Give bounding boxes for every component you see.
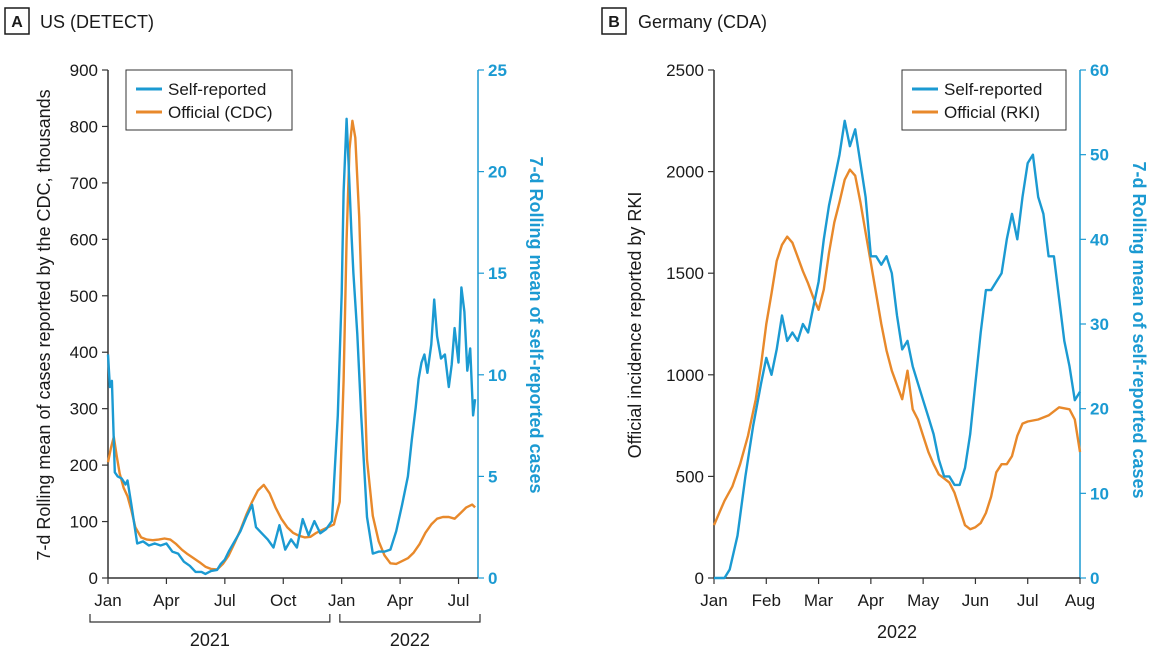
panel-a-letter: A: [11, 14, 23, 31]
panel-a-legend: Self-reported Official (CDC): [125, 69, 293, 131]
panel-a-y-tick-label: 800: [70, 117, 98, 136]
panel-b-y2-tick-label: 0: [1090, 569, 1099, 588]
panel-a-self-reported-line: [106, 117, 477, 576]
panel-b-x-tick-label: Jan: [700, 591, 727, 610]
panel-a-y2-tick-label: 25: [488, 61, 507, 80]
panel-b-y-tick-label: 500: [676, 467, 704, 486]
panel-a-y-tick-label: 900: [70, 61, 98, 80]
panel-a-year-label: 2022: [390, 630, 430, 650]
panel-a-x-tick-label: Apr: [153, 591, 180, 610]
panel-a-year-bracket: [339, 614, 481, 623]
panel-b-legend-label-self-reported: Self-reported: [944, 80, 1042, 99]
panel-b-y2-tick-label: 30: [1090, 315, 1109, 334]
panel-b-y2-tick-label: 40: [1090, 230, 1109, 249]
panel-b-x-tick-label: Apr: [858, 591, 885, 610]
panel-b-plot: 0 500 1000 1500 2000 2500 0 10 20 30 40 50 60 Jan Feb M…: [666, 61, 1109, 642]
panel-a-x-tick-label: Jan: [328, 591, 355, 610]
panel-a-plot: 0 100 200 300 400 500 600 700 800 900 0 5 10 15 20 25 Ja…: [70, 61, 507, 650]
panel-a-y2-tick-label: 5: [488, 467, 497, 486]
panel-b-legend: Self-reported Official (RKI): [901, 69, 1067, 131]
panel-a-y-tick-label: 500: [70, 287, 98, 306]
panel-b-year-label: 2022: [877, 622, 917, 642]
panel-b-y-tick-label: 1000: [666, 366, 704, 385]
panel-a-official-line: [106, 119, 476, 571]
panel-a-x-tick-label: Jul: [448, 591, 470, 610]
panel-a-y2-tick-label: 10: [488, 366, 507, 385]
panel-b-header: B Germany (CDA): [601, 7, 767, 35]
panel-b-title: Germany (CDA): [638, 12, 767, 32]
panel-b-self-reported-line: [714, 119, 1082, 580]
panel-a-x-tick-label: Jan: [94, 591, 121, 610]
panel-b-legend-label-official: Official (RKI): [944, 103, 1040, 122]
panel-a-year-bracket: [89, 614, 331, 623]
panel-b-letter-box: [601, 7, 627, 35]
panel-b-y-axis-label: Official incidence reported by RKI: [625, 192, 645, 459]
panel-a-y2-tick-label: 0: [488, 569, 497, 588]
panel-a-y2-tick-label: 15: [488, 264, 507, 283]
panel-b-y2-tick-label: 50: [1090, 146, 1109, 165]
panel-a-letter-box: [4, 7, 30, 35]
panel-a-y-tick-label: 700: [70, 174, 98, 193]
panel-a-legend-label-self-reported: Self-reported: [168, 80, 266, 99]
panel-a-x-tick-label: Oct: [270, 591, 297, 610]
panel-b-y2-tick-label: 20: [1090, 400, 1109, 419]
panel-b-x-tick-label: Aug: [1065, 591, 1095, 610]
panel-a-x-tick-label: Jul: [214, 591, 236, 610]
panel-b-y-tick-label: 0: [695, 569, 704, 588]
panel-b-y2-tick-label: 10: [1090, 484, 1109, 503]
panel-b-letter: B: [608, 14, 620, 31]
panel-b-x-tick-label: Mar: [804, 591, 834, 610]
panel-a-y-tick-label: 100: [70, 513, 98, 532]
panel-b-x-tick-label: Feb: [752, 591, 781, 610]
panel-b-official-line: [712, 168, 1082, 531]
panel-b-x-tick-label: Jul: [1017, 591, 1039, 610]
panel-a-y-tick-label: 600: [70, 230, 98, 249]
panel-b-x-tick-label: Jun: [962, 591, 989, 610]
panel-a-y-axis-label: 7-d Rolling mean of cases reported by th…: [34, 89, 54, 560]
panel-b-y2-axis-label: 7-d Rolling mean of self-reported cases: [1129, 161, 1149, 498]
panel-a-x-tick-label: Apr: [387, 591, 414, 610]
panel-b-y-tick-label: 2500: [666, 61, 704, 80]
panel-b-y-tick-label: 2000: [666, 163, 704, 182]
panel-a-y2-axis-label: 7-d Rolling mean of self-reported cases: [526, 156, 546, 493]
panel-a-header: A US (DETECT): [4, 7, 154, 35]
panel-a-y-tick-label: 200: [70, 456, 98, 475]
panel-b-x-tick-label: May: [907, 591, 940, 610]
panel-a-y-tick-label: 300: [70, 400, 98, 419]
panel-a-y2-tick-label: 20: [488, 163, 507, 182]
panel-a-y-tick-label: 400: [70, 343, 98, 362]
panel-b-legend-box: [901, 69, 1067, 131]
panel-a-legend-label-official: Official (CDC): [168, 103, 273, 122]
panel-a-year-label: 2021: [190, 630, 230, 650]
panel-a-title: US (DETECT): [40, 12, 154, 32]
panel-a-y-tick-label: 0: [89, 569, 98, 588]
panel-b-y2-tick-label: 60: [1090, 61, 1109, 80]
panel-b-y-tick-label: 1500: [666, 264, 704, 283]
panel-a-legend-box: [125, 69, 293, 131]
